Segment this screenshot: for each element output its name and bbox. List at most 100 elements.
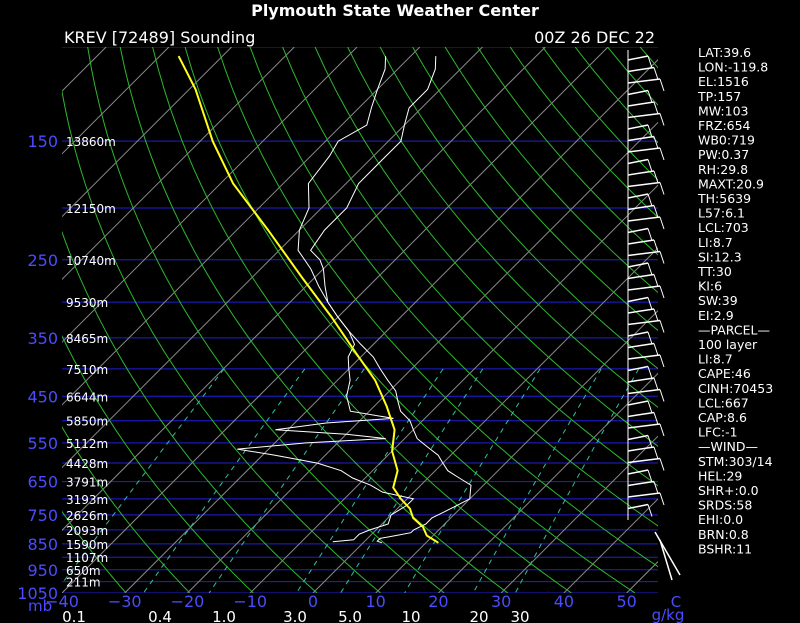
wind-barb-flag	[659, 113, 665, 126]
wind-barb	[627, 101, 655, 107]
wind-barb-flag	[659, 458, 665, 471]
wind-barb	[627, 124, 649, 130]
pressure-tick-label: 750	[27, 506, 58, 525]
wind-barb-flag	[653, 136, 659, 149]
wind-barb-flag	[653, 170, 659, 184]
parcel-trace	[177, 55, 439, 544]
dry-adiabat-line	[62, 510, 127, 593]
wind-barb-flag	[659, 423, 665, 437]
wind-barb-flag	[647, 55, 653, 69]
pressure-tick-label: 1050	[17, 584, 58, 603]
wind-barb	[627, 423, 661, 429]
wind-barb	[627, 147, 661, 153]
wind-barb-flag	[653, 481, 659, 494]
mixing-ratio-line	[404, 368, 541, 593]
isotherm-line	[62, 47, 295, 281]
mixing-ratio-tick-label: 10	[401, 608, 420, 623]
isotherm-line	[187, 121, 658, 593]
station-label: KREV [72489] Sounding	[64, 28, 255, 47]
isotherm-line	[563, 498, 658, 593]
stat-line: CINH:70453	[698, 381, 773, 396]
stat-line: SI:12.3	[698, 249, 742, 264]
mixing-ratio-line	[340, 368, 484, 593]
dry-adiabat-line	[62, 426, 191, 593]
wind-barb	[627, 239, 655, 245]
stat-line: SRDS:58	[698, 498, 752, 513]
height-label: 6644m	[66, 390, 108, 404]
wind-barb	[627, 135, 655, 142]
wind-barb-flag	[647, 262, 653, 276]
wind-barb	[627, 365, 649, 372]
mixing-ratio-line	[472, 368, 602, 593]
wind-barb-flag	[647, 90, 653, 103]
isotherm-line	[62, 47, 609, 593]
temperature-tick-label: 10	[366, 592, 386, 611]
stat-line: SHR+:0.0	[698, 483, 759, 498]
wind-barb-flag	[659, 251, 665, 264]
dry-adiabat-line	[152, 47, 572, 593]
mixing-ratio-tick-label: 1.0	[212, 608, 236, 623]
height-label: 211m	[66, 576, 101, 590]
stat-line: WB0:719	[698, 133, 755, 148]
stat-line: MAXT:20.9	[698, 176, 764, 191]
stat-line: TP:157	[697, 89, 741, 104]
wind-barb-flag	[647, 228, 653, 241]
temperature-tick-label: 0	[308, 592, 318, 611]
height-label: 1107m	[66, 551, 108, 565]
stat-line: HEL:29	[698, 468, 742, 483]
stat-line: CAP:8.6	[698, 410, 747, 425]
wind-barb	[627, 158, 649, 165]
wind-barb	[627, 273, 655, 280]
chart-title: Plymouth State Weather Center	[251, 1, 539, 20]
temperature-trace	[309, 56, 472, 544]
stat-line: LAT:39.6	[698, 45, 751, 60]
height-label: 10740m	[66, 254, 116, 268]
wind-barb-flag	[647, 331, 653, 345]
stat-line: KI:6	[698, 279, 722, 294]
wind-barb	[627, 66, 655, 73]
stat-line: EL:1516	[698, 74, 749, 89]
wind-barb-flag	[647, 159, 653, 172]
wind-barb	[627, 181, 661, 188]
isotherm-line	[62, 47, 546, 531]
wind-barb-flag	[659, 78, 665, 92]
wind-barb	[627, 469, 649, 475]
wind-barb-flag	[653, 308, 659, 322]
wind-barb-flag	[647, 435, 653, 448]
wind-barb-flag	[653, 377, 659, 391]
wind-barb	[627, 400, 649, 406]
wind-barb-flag	[653, 101, 659, 115]
wind-barb-flag	[647, 504, 653, 517]
wind-barb-flag	[647, 124, 653, 138]
stat-line: LFC:-1	[698, 425, 738, 440]
dry-adiabat-line	[249, 47, 658, 527]
wind-barb	[627, 342, 655, 349]
wind-barb	[627, 503, 649, 510]
temperature-tick-label: −40	[45, 592, 79, 611]
wind-barb-flag	[647, 193, 653, 207]
temperature-tick-label: −10	[233, 592, 267, 611]
wind-barb	[627, 285, 661, 291]
dry-adiabat-line	[412, 47, 658, 332]
wind-barb-flag	[647, 297, 653, 310]
stat-line: LI:8.7	[698, 352, 733, 367]
stat-line: LCL:703	[698, 220, 749, 235]
pressure-tick-label: 850	[27, 535, 58, 554]
temperature-tick-label: −30	[108, 592, 142, 611]
stat-line: CAPE:46	[698, 366, 751, 381]
wind-barb-flag	[653, 67, 659, 80]
isotherm-line	[62, 47, 170, 155]
wind-barb-flag	[647, 400, 653, 414]
wind-barb-flag	[659, 285, 665, 299]
stat-line: 100 layer	[698, 337, 758, 352]
wind-barb-flag	[653, 446, 659, 460]
wind-barb	[627, 89, 649, 96]
wind-barb	[627, 331, 649, 337]
wind-barb	[627, 388, 661, 395]
wind-barb-flag	[659, 182, 665, 195]
isotherm-line	[124, 59, 658, 593]
height-label: 12150m	[66, 202, 116, 216]
wind-barb-flag	[653, 343, 659, 356]
stat-line: TT:30	[697, 264, 732, 279]
stability-indices: LAT:39.6LON:-119.8EL:1516TP:157MW:103FRZ…	[697, 45, 773, 556]
